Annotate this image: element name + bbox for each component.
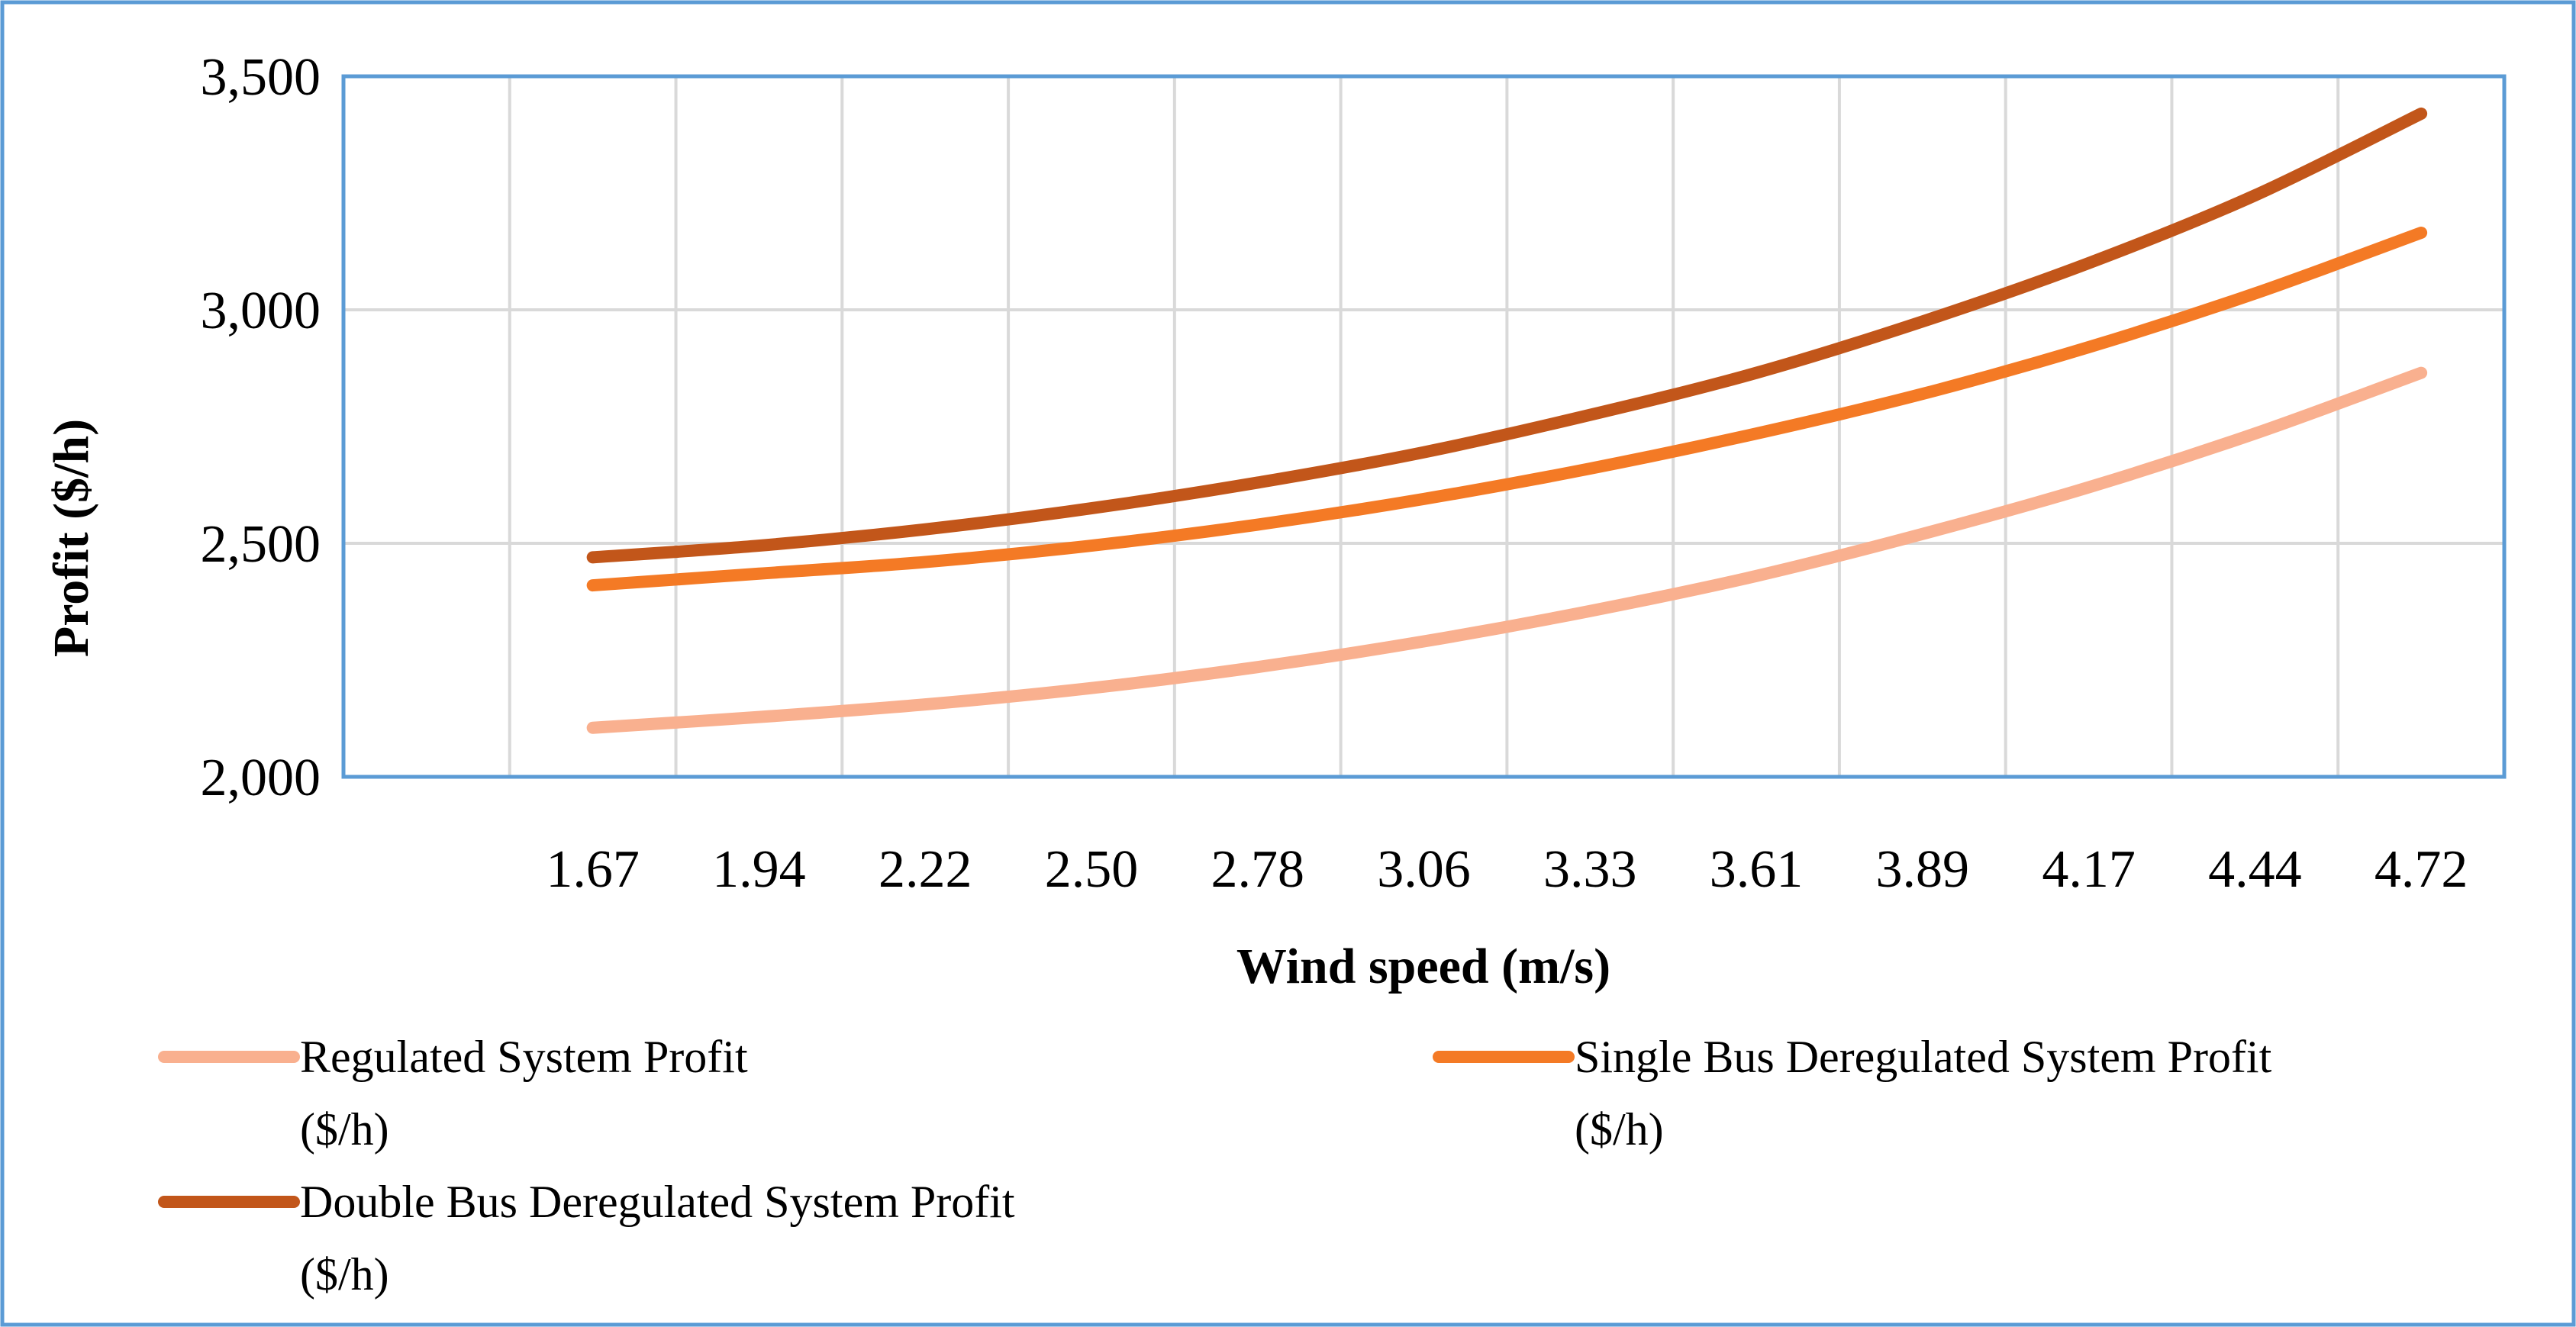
legend-label: ($/h)	[300, 1104, 389, 1155]
series-line-3	[586, 107, 2428, 564]
y-tick-label: 3,500	[201, 48, 321, 107]
legend-label: ($/h)	[300, 1249, 389, 1300]
series-line-1	[586, 366, 2428, 734]
y-tick-label: 2,000	[201, 749, 321, 807]
legend-item: Double Bus Deregulated System Profit ($/h…	[158, 1177, 1015, 1300]
series-layer	[586, 107, 2428, 734]
x-tick-label: 2.22	[879, 840, 972, 899]
x-axis-title: Wind speed (m/s)	[1236, 939, 1610, 994]
x-tick-label: 4.44	[2208, 840, 2302, 899]
y-tick-label: 2,500	[201, 515, 321, 574]
x-tick-label: 3.89	[1876, 840, 1970, 899]
y-axis-title: Profit ($/h)	[44, 419, 99, 657]
legend-label: ($/h)	[1575, 1104, 1664, 1155]
x-tick-label: 4.72	[2374, 840, 2468, 899]
x-tick-label: 3.61	[1710, 840, 1804, 899]
x-tick-label: 1.67	[546, 840, 640, 899]
y-tick-label: 3,000	[201, 282, 321, 340]
legend-label: Regulated System Profit	[300, 1032, 748, 1082]
y-axis-ticks: 2,000 2,500 3,000 3,500	[201, 48, 321, 807]
x-tick-label: 4.17	[2042, 840, 2136, 899]
legend-item: Single Bus Deregulated System Profit ($/h…	[1433, 1032, 2272, 1155]
legend-item: Regulated System Profit ($/h)	[158, 1032, 748, 1155]
x-axis-ticks: 1.67 1.94 2.22 2.50 2.78 3.06 3.33 3.61 3.89 4.17…	[546, 840, 2468, 899]
x-tick-label: 1.94	[712, 840, 806, 899]
x-tick-label: 2.50	[1045, 840, 1139, 899]
plot-frame	[341, 74, 2507, 779]
legend-label: Double Bus Deregulated System Profit	[300, 1177, 1015, 1227]
legend-label: Single Bus Deregulated System Profit	[1575, 1032, 2272, 1082]
x-tick-label: 3.06	[1377, 840, 1471, 899]
x-tick-label: 3.33	[1543, 840, 1637, 899]
legend: Regulated System Profit($/h)Single Bus D…	[158, 1032, 2272, 1300]
series-line-2	[586, 227, 2428, 592]
x-tick-label: 2.78	[1211, 840, 1304, 899]
